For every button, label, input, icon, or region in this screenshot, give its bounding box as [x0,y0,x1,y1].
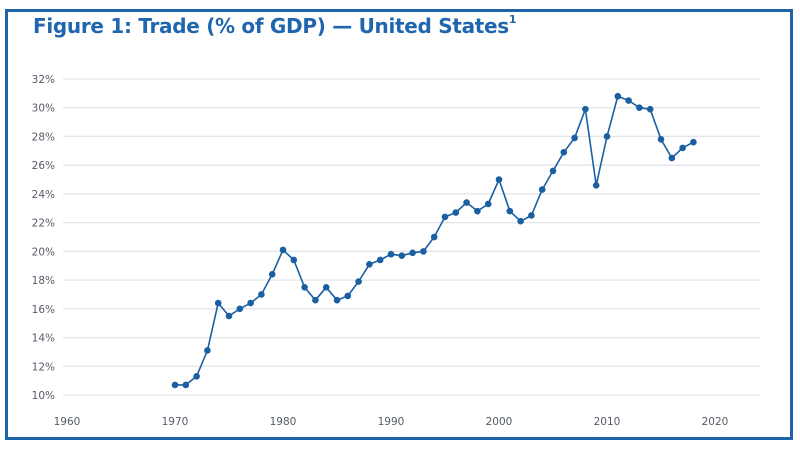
data-point-2014 [646,105,654,113]
data-point-2018 [690,138,697,146]
title-footnote-marker: 1 [508,13,517,26]
data-point-2006 [560,148,568,156]
y-tick-label: 28% [32,131,55,143]
data-point-2013 [636,104,643,112]
data-point-2004 [538,186,546,193]
data-point-2007 [571,134,578,142]
data-point-1994 [430,233,438,241]
data-point-1982 [301,283,308,291]
data-point-1989 [376,256,384,264]
data-point-1984 [322,283,330,291]
data-point-2016 [668,154,676,162]
y-tick-label: 20% [32,246,55,258]
chart-title: Figure 1: Trade (% of GDP) — United Stat… [33,13,517,38]
x-axis-tick-labels: 1960 1970 1980 1990 2000 2010 2020 [54,416,729,428]
data-point-2002 [517,217,524,225]
data-point-1979 [268,271,276,278]
chart-title-text: Figure 1: Trade (% of GDP) — United Stat… [33,14,509,38]
data-point-2000 [495,176,503,183]
data-point-2010 [603,133,611,140]
data-point-1995 [441,213,449,221]
data-point-1993 [420,248,427,255]
x-tick-label: 2010 [594,416,621,428]
x-tick-label: 2000 [486,416,513,428]
y-tick-label: 22% [32,218,55,230]
y-tick-label: 32% [32,74,55,86]
data-point-1983 [312,296,319,304]
x-tick-label: 1980 [270,416,297,428]
data-point-1972 [193,373,200,380]
data-point-1978 [258,291,265,298]
y-tick-label: 16% [32,304,55,316]
series-line [175,95,694,386]
data-point-2012 [625,97,632,104]
y-tick-label: 14% [32,333,55,345]
data-point-1992 [409,249,416,257]
data-point-2005 [549,167,557,175]
data-point-1990 [387,250,395,258]
series-trade-pct-gdp [171,92,697,389]
x-tick-label: 2020 [702,416,729,428]
y-tick-label: 30% [32,103,55,115]
data-point-1999 [484,200,492,208]
y-axis-tick-labels: 10% 12% 14% 16% 18% 20% 22% 24% 26% 28% 30% 32% [32,74,55,402]
y-tick-label: 24% [32,189,55,201]
data-point-1977 [247,299,254,307]
data-point-1970 [171,381,179,389]
data-point-1971 [182,381,190,389]
data-point-1975 [225,312,233,320]
data-point-2011 [614,92,622,100]
data-point-1998 [474,207,481,215]
data-point-2008 [582,105,589,113]
data-point-1981 [290,256,298,264]
x-tick-label: 1960 [54,416,81,428]
data-point-2001 [506,207,514,215]
data-point-1980 [279,246,287,254]
data-point-2009 [592,181,600,189]
data-point-2015 [657,136,665,143]
data-point-1974 [214,299,222,307]
data-point-1976 [236,305,244,313]
data-point-2003 [528,212,535,219]
data-point-1986 [344,292,352,300]
data-point-1985 [333,296,341,304]
y-tick-label: 10% [32,390,55,402]
data-point-1973 [204,347,211,354]
gridlines [63,78,760,396]
x-tick-label: 1990 [378,416,405,428]
data-point-2017 [679,144,686,152]
data-point-1987 [355,278,362,285]
data-point-1988 [366,260,373,268]
data-point-1991 [398,252,406,259]
y-tick-label: 18% [32,275,55,287]
data-point-1996 [452,209,460,216]
x-tick-label: 1970 [162,416,189,428]
y-tick-label: 12% [32,361,55,373]
y-tick-label: 26% [32,160,55,172]
figure-frame [5,9,793,440]
data-point-1997 [463,199,470,206]
